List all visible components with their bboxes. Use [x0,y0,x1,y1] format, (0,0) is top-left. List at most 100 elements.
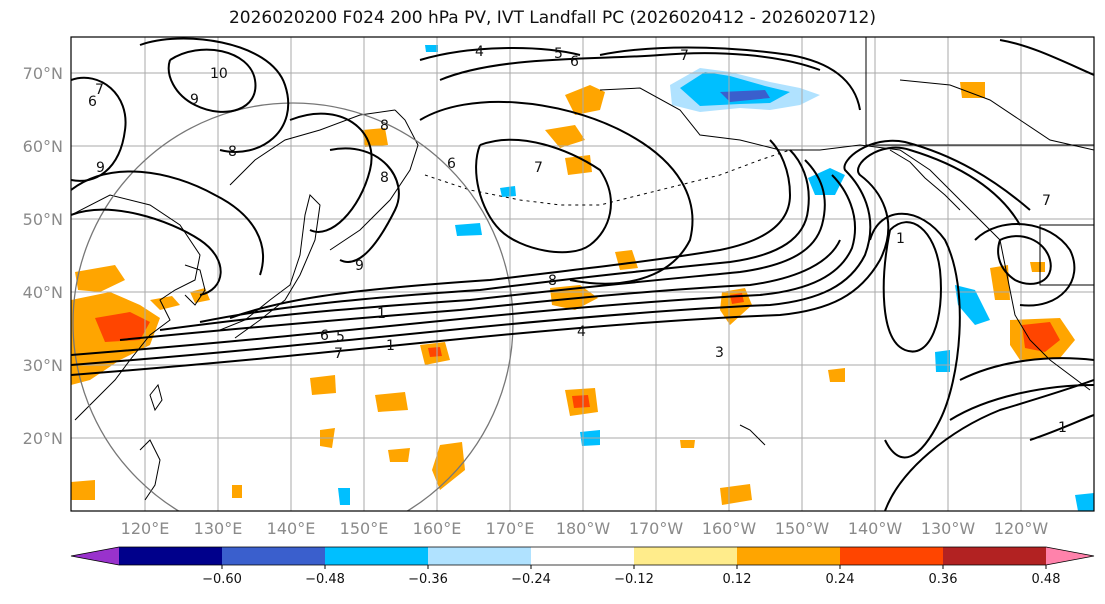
shade-blob [545,125,585,148]
contour-label: 8 [228,144,237,160]
contour-label: 7 [95,82,104,98]
lon-tick-label: 170°W [629,519,684,538]
lat-tick-label: 60°N [23,137,63,156]
contour-label: 1 [377,306,386,322]
contour-label: 9 [190,92,199,108]
shade-blob [720,484,752,505]
pv-contour [475,138,612,254]
shade-blob [71,480,95,500]
lat-axis: 70°N 60°N 50°N 40°N 30°N 20°N [23,64,63,448]
colorbar-tick-label: −0.48 [305,572,345,587]
colorbar-tick-label: −0.24 [511,572,551,587]
pv-jet-contour [71,139,1031,366]
contour-label: 6 [447,156,456,172]
pv-jet-contour [229,139,792,319]
shade-blob [500,186,516,197]
shade-blob [388,448,410,462]
philippines [139,439,161,501]
pv-jet-contour [159,159,826,331]
contour-label: 10 [210,66,228,82]
japan-coast [219,194,321,339]
shade-blob [1030,262,1045,272]
map-frame [70,36,1095,512]
cool-shading [338,45,1094,511]
shade-blob [338,488,350,505]
lat-tick-label: 30°N [23,356,63,375]
colorbar: −0.60 −0.48 −0.36 −0.24 −0.12 0.12 0.24 0.36 0.4… [70,546,1095,587]
hawaii [739,424,766,446]
lon-tick-label: 150°E [340,519,389,538]
lon-tick-label: 170°E [486,519,535,538]
contour-label: 4 [475,44,484,60]
korea-coast [184,264,206,306]
shade-blob [375,392,408,412]
pv-contour [419,47,581,61]
colorbar-segment [325,547,429,565]
shade-blob [680,440,695,448]
pv-contour [959,357,1094,381]
colorbar-segment [634,547,738,565]
contour-label: 8 [380,170,389,186]
contour-label: 9 [355,258,364,274]
lon-tick-label: 130°W [921,519,976,538]
pv-jet-contour [119,239,841,341]
shade-blob [150,296,180,310]
lat-tick-label: 70°N [23,64,63,83]
contour-label: 8 [548,273,557,289]
pv-contour [997,235,1052,285]
shade-blob [955,285,990,325]
contour-label: 9 [96,160,105,176]
pv-contour [439,52,821,81]
colorbar-segment [840,547,944,565]
kamchatka-coast [329,109,419,251]
okhotsk-coast [229,109,396,186]
contour-label: 8 [380,118,389,134]
lon-tick-label: 140°W [848,519,903,538]
pv-jet-contour [71,146,1021,376]
contour-label: 3 [715,345,724,361]
shade-blob [75,265,125,292]
lon-tick-label: 160°W [702,519,757,538]
lon-axis: 120°E 130°E 140°E 150°E 160°E 170°E 180°… [121,519,1049,538]
na-west-coast [999,239,1091,391]
map-title: 2026020200 F024 200 hPa PV, IVT Landfall… [228,8,876,28]
contour-label: 7 [334,346,343,362]
lon-tick-label: 120°E [121,519,170,538]
contour-label: 7 [1042,193,1051,209]
colorbar-segment [119,547,223,565]
contour-label: 1 [386,338,395,354]
pv-contour [869,212,961,459]
contour-label: 4 [577,324,586,340]
colorbar-extend-high [1046,547,1094,565]
colorbar-tick-label: 0.48 [1032,572,1061,587]
na-inland [899,79,1094,151]
lat-tick-label: 20°N [23,429,63,448]
shade-blob [572,395,590,408]
bc-islands [889,149,961,211]
pv-contour [1029,414,1094,441]
pv-contour [167,48,257,113]
shade-blob [232,485,242,498]
colorbar-tick-label: −0.36 [408,572,448,587]
contour-labels: 4 5 6 7 10 9 8 6 7 8 9 6 7 8 9 1 3 4 5 6… [88,44,1067,436]
pv-contour [289,112,373,233]
colorbar-segment [428,547,532,565]
colorbar-segment [531,547,635,565]
pv-contour [882,221,942,353]
shade-blob [425,45,438,52]
colorbar-tick-label: −0.12 [614,572,654,587]
contour-label: 6 [570,54,579,70]
contour-label: 6 [320,328,329,344]
colorbar-tick-label: 0.12 [723,572,752,587]
region-boxes [865,37,1094,286]
contour-label: 6 [88,94,97,110]
pv-contour [974,223,1076,307]
lat-tick-label: 50°N [23,210,63,229]
colorbar-tick-label: −0.60 [202,572,242,587]
pv-contour [884,379,1094,511]
shade-blob [828,368,845,382]
lon-tick-label: 130°E [194,519,243,538]
shade-blob [428,347,442,357]
contour-label: 1 [1058,420,1067,436]
coastlines [71,79,1094,501]
